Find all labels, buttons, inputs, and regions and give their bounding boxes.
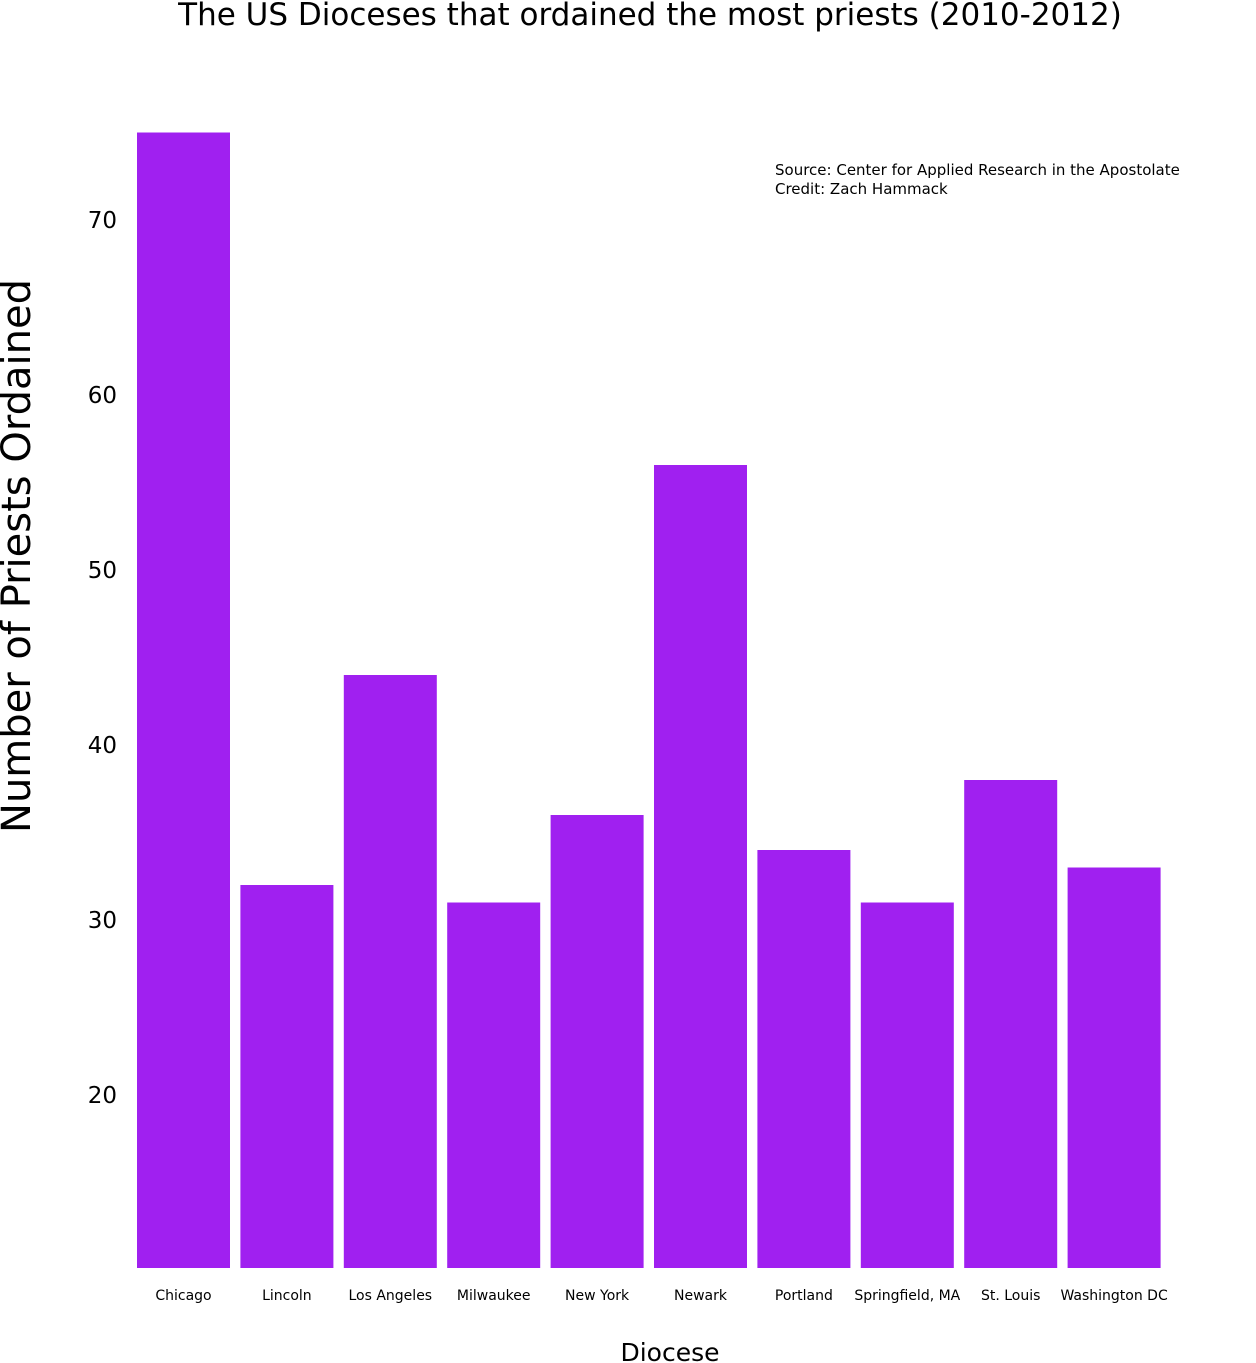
bar-newark — [654, 465, 747, 1268]
x-axis-title: Diocese — [620, 1338, 719, 1363]
x-tick-label: Portland — [775, 1288, 833, 1304]
bar-springfield-ma — [860, 902, 954, 1268]
x-tick-label: New York — [565, 1288, 630, 1304]
source-annotation: Source: Center for Applied Research in t… — [775, 161, 1180, 179]
y-tick-label: 50 — [88, 558, 117, 584]
bar-st-louis — [964, 780, 1058, 1268]
y-tick-label: 30 — [88, 908, 117, 934]
bar-portland — [757, 850, 851, 1268]
bar-lincoln — [240, 885, 334, 1268]
x-tick-label: Washington DC — [1060, 1288, 1168, 1304]
chart-title: The US Dioceses that ordained the most p… — [177, 0, 1122, 33]
bar-washington-dc — [1067, 867, 1161, 1268]
credit-annotation: Credit: Zach Hammack — [775, 180, 948, 198]
y-tick-label: 60 — [88, 383, 117, 409]
y-axis-title: Number of Priests Ordained — [0, 279, 40, 833]
bar-new-york — [550, 815, 644, 1268]
bar-chicago — [137, 132, 230, 1268]
x-tick-label: Lincoln — [262, 1288, 312, 1304]
x-tick-label: Milwaukee — [457, 1288, 531, 1304]
x-tick-label: Springfield, MA — [854, 1288, 960, 1304]
y-tick-label: 70 — [88, 208, 117, 234]
y-tick-label: 40 — [88, 733, 117, 759]
x-axis-ticks: Chicago Lincoln Los Angeles Milwaukee New Yo… — [155, 1288, 1168, 1304]
bars-group — [137, 132, 1161, 1268]
x-tick-label: Los Angeles — [348, 1288, 432, 1304]
x-tick-label: St. Louis — [981, 1288, 1040, 1304]
x-tick-label: Newark — [674, 1288, 728, 1304]
y-tick-label: 20 — [88, 1083, 117, 1109]
bar-los-angeles — [343, 675, 437, 1268]
x-tick-label: Chicago — [155, 1288, 211, 1304]
y-axis-ticks: 20 30 40 50 60 70 — [88, 208, 117, 1109]
bar-milwaukee — [447, 902, 541, 1268]
